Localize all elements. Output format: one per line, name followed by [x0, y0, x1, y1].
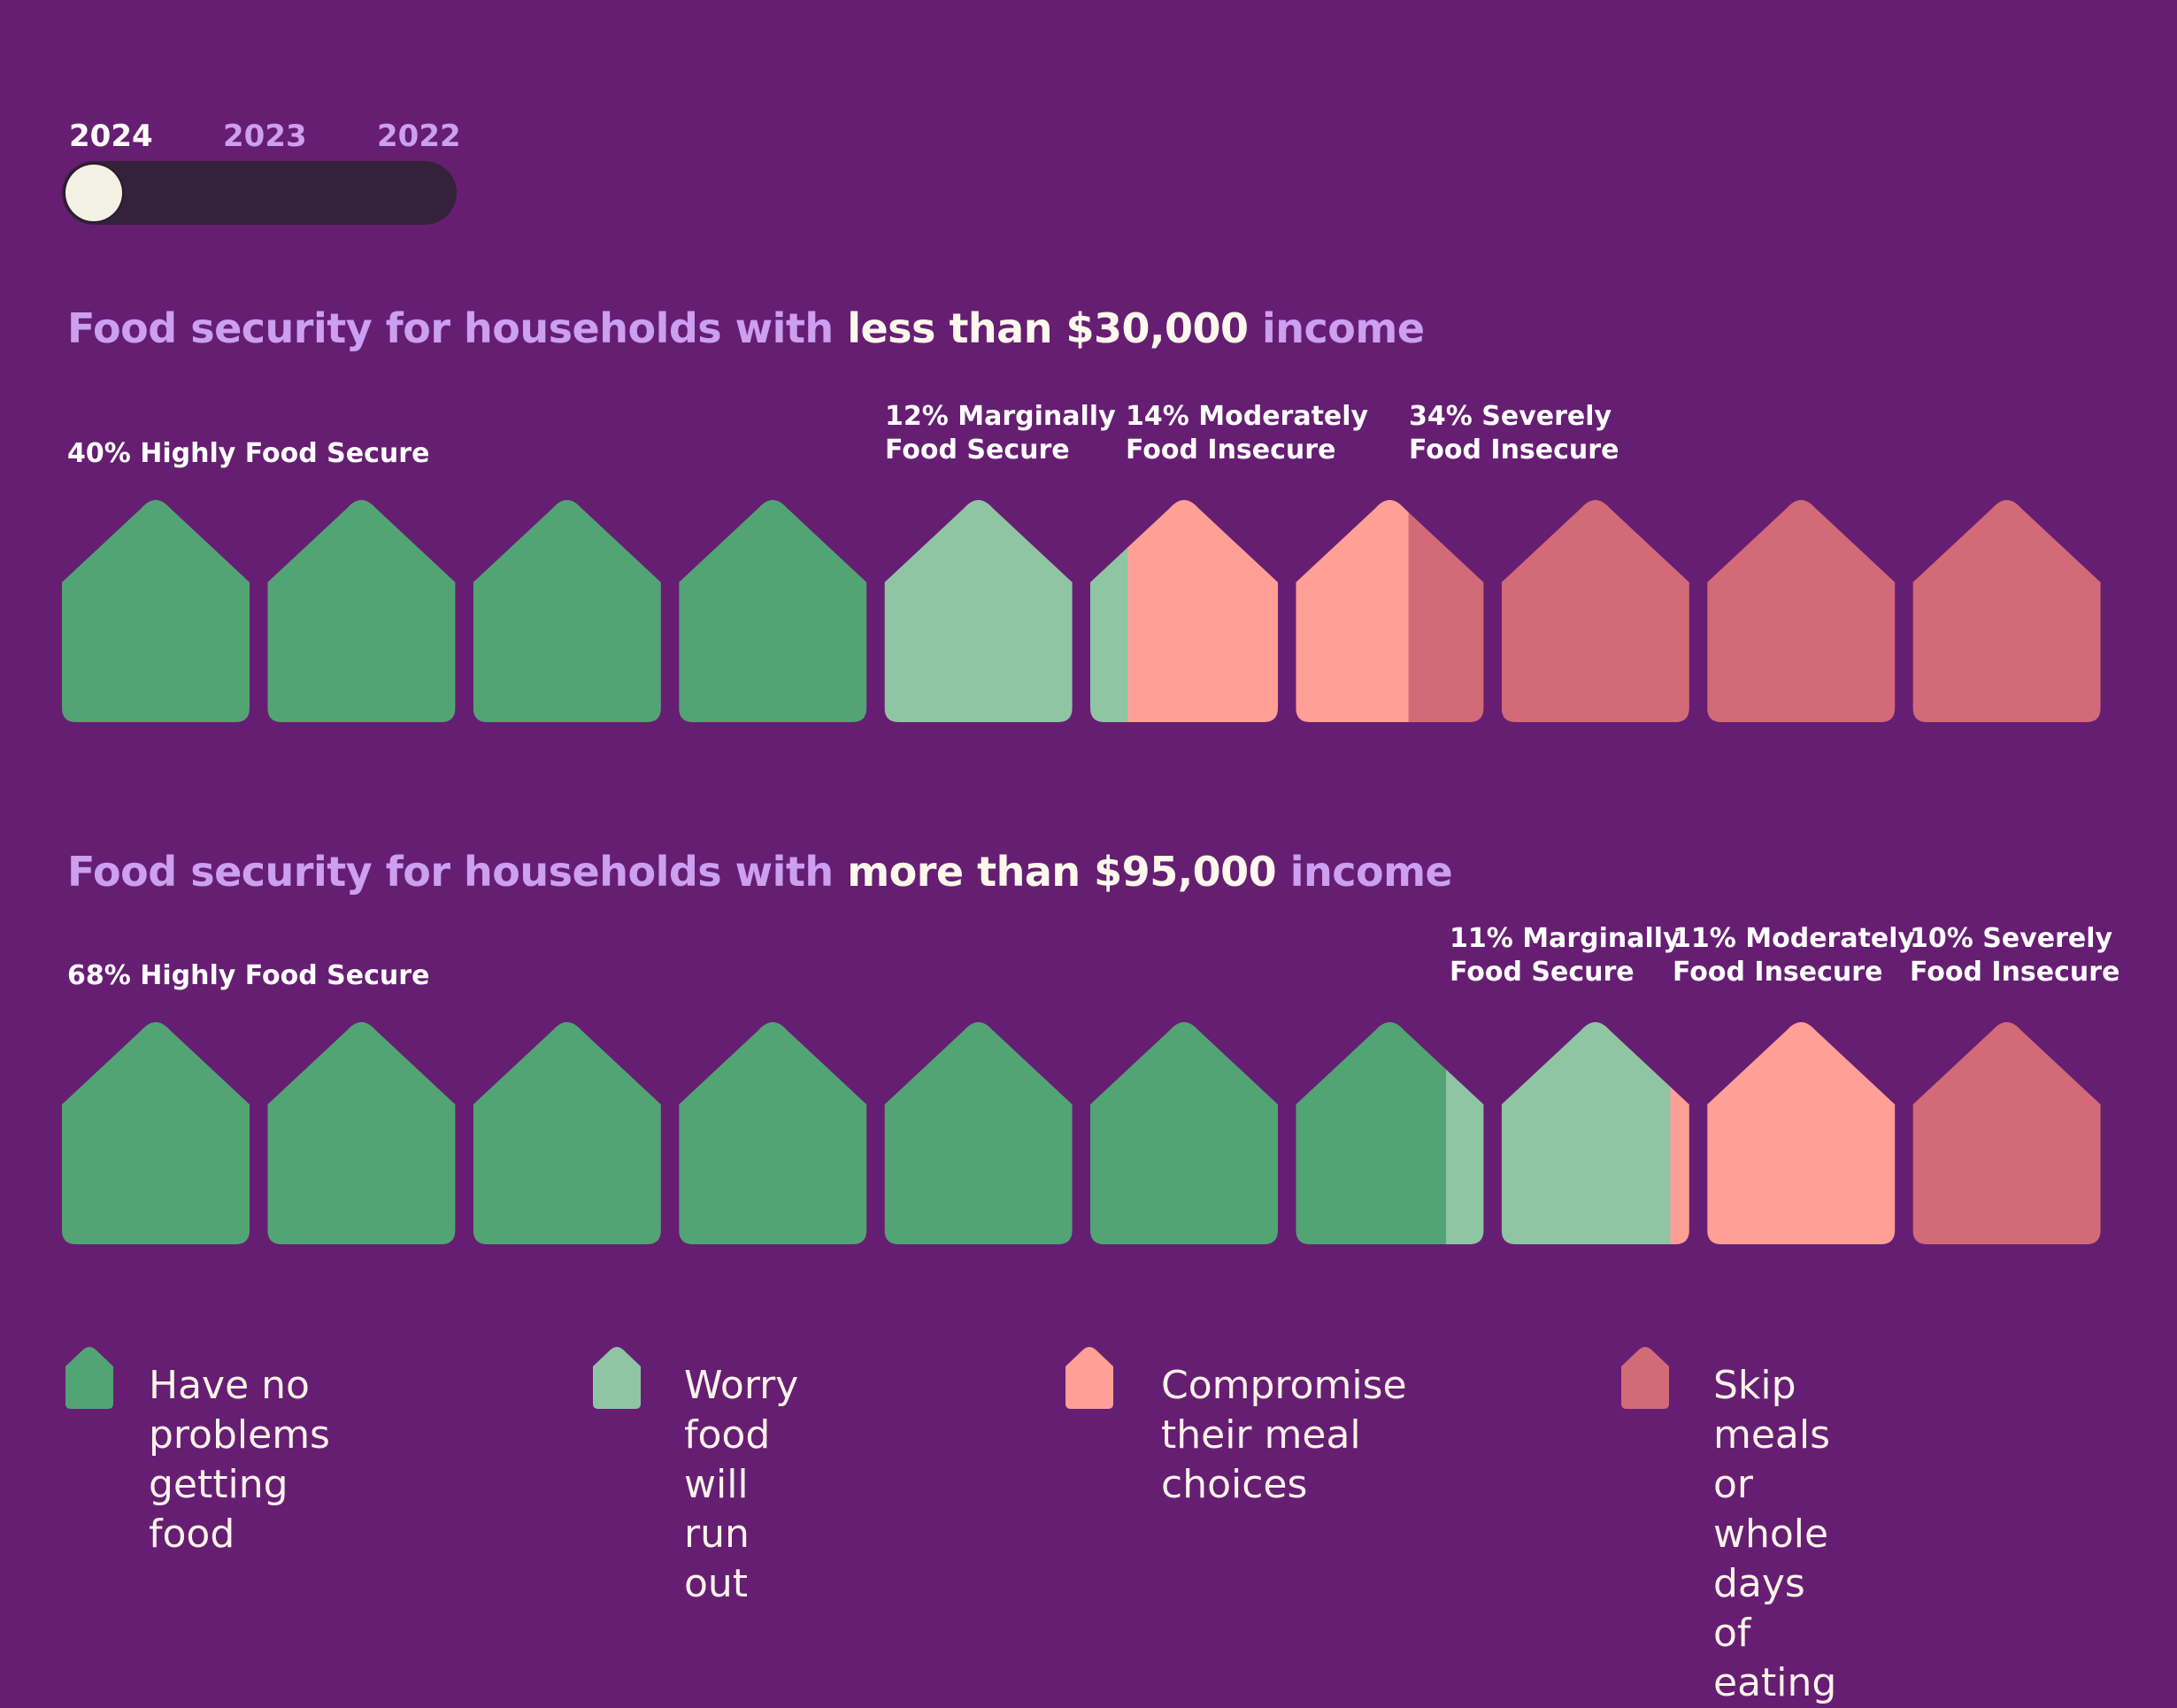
- category-label-marginally-secure: 12% Marginally Food Secure: [885, 401, 1116, 465]
- waffle-segment-highly-secure: [267, 1022, 456, 1244]
- year-slider[interactable]: [62, 161, 457, 225]
- legend: Have no problems getting food Worry food…: [0, 1345, 2177, 1705]
- house-mark: [1090, 500, 1278, 722]
- house-mark: [679, 1022, 867, 1244]
- legend-label: Worry food will run out: [684, 1363, 799, 1606]
- waffle-segment-severely-insecure: [1501, 500, 1689, 722]
- legend-label: Have no problems getting food: [149, 1363, 330, 1557]
- waffle-segment-highly-secure: [1296, 1022, 1447, 1244]
- year-tab-2022[interactable]: 2022: [377, 119, 461, 154]
- waffle-segment-marginally-secure: [1090, 500, 1128, 722]
- house-mark: [884, 500, 1073, 722]
- year-slider-knob[interactable]: [65, 165, 122, 221]
- waffle-segment-moderately-insecure: [1707, 1022, 1896, 1244]
- waffle-segment-highly-secure: [884, 1022, 1073, 1244]
- waffle-segment-severely-insecure: [1912, 500, 2101, 722]
- house-mark: [62, 1022, 250, 1244]
- year-tab-2024[interactable]: 2024: [69, 119, 153, 154]
- house-mark: [1912, 500, 2101, 722]
- house-mark: [473, 1022, 661, 1244]
- waffle-segment-moderately-insecure: [1127, 500, 1278, 722]
- waffle-segment-highly-secure: [62, 1022, 250, 1244]
- category-label-highly-secure: 68% Highly Food Secure: [67, 960, 429, 991]
- house-icon: [1621, 1347, 1669, 1409]
- title-highlight: more than $95,000: [847, 848, 1277, 896]
- house-mark: [473, 500, 661, 722]
- waffle-segment-highly-secure: [1090, 1022, 1278, 1244]
- house-icon: [65, 1347, 113, 1409]
- legend-label: Skip meals or whole days of eating: [1713, 1363, 1837, 1705]
- waffle-segment-marginally-secure: [884, 500, 1073, 722]
- title-highlight: less than $30,000: [847, 304, 1249, 352]
- house-icon: [1065, 1347, 1113, 1409]
- section-title-low-income: Food security for households with less t…: [67, 304, 1425, 352]
- title-prefix: Food security for households with: [67, 304, 848, 352]
- waffle-segment-highly-secure: [679, 1022, 867, 1244]
- house-mark: [1501, 500, 1689, 722]
- house-mark: [267, 1022, 456, 1244]
- house-mark: [1707, 1022, 1896, 1244]
- category-label-highly-secure: 40% Highly Food Secure: [67, 438, 429, 469]
- waffle-chart-low-income: 40% Highly Food Secure 12% Marginally Food…: [62, 401, 2101, 722]
- waffle-segment-severely-insecure: [1912, 1022, 2101, 1244]
- waffle-segment-moderately-insecure: [1670, 1022, 1689, 1244]
- house-mark: [1912, 1022, 2101, 1244]
- waffle-segment-moderately-insecure: [1296, 500, 1410, 722]
- category-label-marginally-secure: 11% Marginally Food Secure: [1450, 923, 1681, 988]
- category-label-severely-insecure: 10% Severely Food Insecure: [1910, 923, 2119, 988]
- title-suffix: income: [1248, 304, 1425, 352]
- year-tab-2023[interactable]: 2023: [223, 119, 307, 154]
- waffle-segment-highly-secure: [62, 500, 250, 722]
- house-icon: [593, 1347, 641, 1409]
- house-mark: [267, 500, 456, 722]
- house-mark: [1707, 500, 1896, 722]
- waffle-segment-marginally-secure: [1501, 1022, 1672, 1244]
- title-suffix: income: [1276, 848, 1453, 896]
- waffle-segment-severely-insecure: [1707, 500, 1896, 722]
- waffle-segment-highly-secure: [473, 500, 661, 722]
- house-mark: [1090, 1022, 1278, 1244]
- waffle-segment-highly-secure: [267, 500, 456, 722]
- year-tabs: 2024 2023 2022: [67, 119, 461, 154]
- waffle-segment-severely-insecure: [1408, 500, 1484, 722]
- category-label-moderately-insecure: 14% Moderately Food Insecure: [1126, 401, 1369, 465]
- house-mark: [679, 500, 867, 722]
- house-mark: [1296, 1022, 1484, 1244]
- section-title-high-income: Food security for households with more t…: [67, 848, 1453, 896]
- waffle-segment-highly-secure: [473, 1022, 661, 1244]
- waffle-chart-high-income: 68% Highly Food Secure 11% Marginally Food…: [62, 923, 2119, 1244]
- category-label-moderately-insecure: 11% Moderately Food Insecure: [1673, 923, 1916, 988]
- house-mark: [1296, 500, 1484, 722]
- legend-label: Compromise their meal choices: [1161, 1363, 1407, 1507]
- waffle-segment-marginally-secure: [1446, 1022, 1484, 1244]
- house-mark: [1501, 1022, 1689, 1244]
- house-mark: [62, 500, 250, 722]
- waffle-segment-highly-secure: [679, 500, 867, 722]
- house-mark: [884, 1022, 1073, 1244]
- title-prefix: Food security for households with: [67, 848, 848, 896]
- category-label-severely-insecure: 34% Severely Food Insecure: [1409, 401, 1619, 465]
